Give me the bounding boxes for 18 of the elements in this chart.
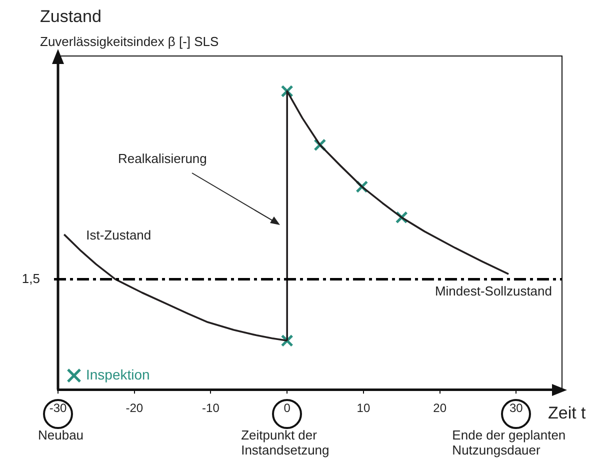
x-tick-label: -20 (126, 401, 144, 416)
x-tick-label: 10 (356, 401, 370, 416)
x-tick-label: -10 (202, 401, 220, 416)
ref-line-label: Mindest-Sollzustand (434, 283, 552, 298)
x-tick-label: 0 (284, 401, 291, 416)
chart-title: Zustand (40, 7, 102, 26)
y-axis-title: Zuverlässigkeitsindex β [-] SLS (40, 34, 220, 49)
x-tick-label: 20 (433, 401, 447, 416)
text: Zeitpunkt der Instandsetzung (241, 428, 330, 458)
text: Neubau (38, 428, 84, 443)
x-tick-label: 30 (510, 401, 524, 416)
annotation: Realkalisierung (118, 151, 207, 166)
text: Ende der geplanten Nutzungsdauer (452, 428, 566, 458)
legend-label: Inspektion (86, 366, 150, 382)
x-axis-title: Zeit t (548, 403, 586, 422)
x-tick-label: -30 (49, 401, 67, 416)
series-label: Ist-Zustand (86, 228, 152, 243)
text: 1,5 (22, 270, 40, 286)
